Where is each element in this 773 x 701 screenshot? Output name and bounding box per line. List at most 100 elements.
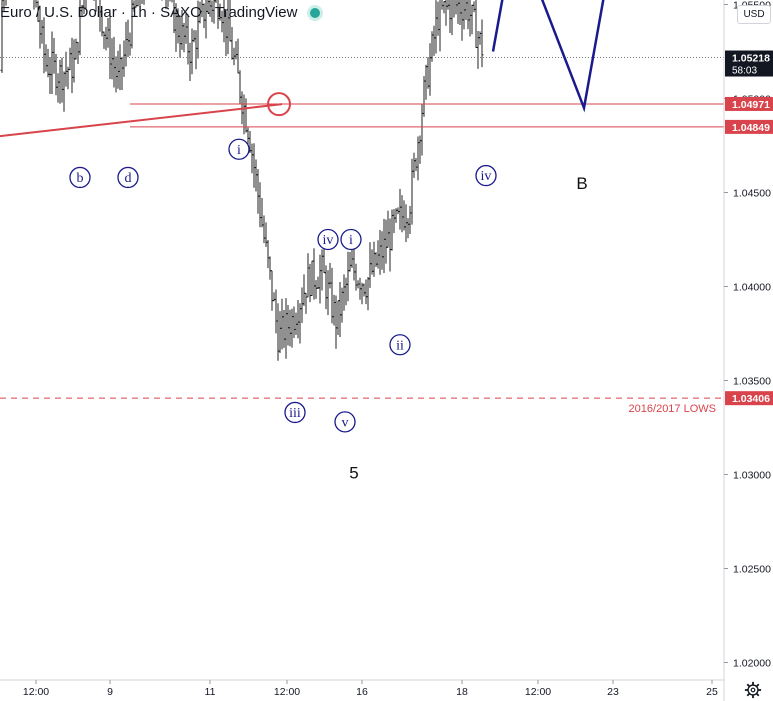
ohlc-bar	[324, 265, 328, 310]
ohlc-bar	[352, 249, 356, 281]
time-tick-label: 23	[607, 686, 619, 698]
ohlc-bar	[118, 44, 122, 91]
ohlc-bar	[260, 198, 264, 228]
ohlc-bar	[442, 1, 446, 14]
time-tick-label: 18	[456, 686, 468, 698]
ohlc-bar	[214, 0, 217, 3]
price-tick-label: 1.04000	[733, 282, 771, 294]
ohlc-bar	[276, 303, 280, 361]
ohlc-bar	[171, 0, 173, 3]
ohlc-bar	[306, 253, 310, 298]
time-tick-label: 9	[107, 686, 113, 698]
ohlc-bar	[58, 59, 62, 104]
ohlc-bar	[382, 218, 386, 274]
wave-label-text: b	[77, 171, 84, 186]
price-bars	[0, 0, 484, 361]
ohlc-bar	[455, 0, 458, 15]
price-tick-label: 1.03000	[733, 470, 771, 482]
price-tick-label: 1.02000	[733, 658, 771, 670]
wave-label-circle	[284, 401, 306, 424]
ohlc-bar	[444, 0, 448, 26]
wave-label-circle	[475, 164, 497, 187]
wave-label-circle	[69, 166, 91, 189]
ohlc-bar	[420, 104, 424, 156]
ohlc-bar	[167, 0, 169, 7]
ohlc-bar	[182, 22, 186, 53]
ohlc-bar	[192, 30, 196, 43]
ohlc-bar	[106, 18, 110, 48]
ohlc-bar	[302, 274, 306, 306]
ohlc-bar	[234, 41, 238, 60]
ohlc-bar	[282, 309, 286, 348]
ohlc-bar	[414, 158, 418, 172]
ohlc-bar	[412, 152, 416, 178]
time-tick-label: 12:00	[525, 686, 551, 698]
ohlc-bar	[318, 254, 322, 304]
ohlc-bar	[93, 0, 95, 1]
trendline	[0, 103, 283, 138]
ohlc-bar	[476, 31, 480, 69]
ohlc-bar	[380, 231, 384, 270]
level-price-badge	[725, 119, 773, 134]
ohlc-bar	[42, 17, 46, 74]
time-tick-label: 12:00	[23, 686, 49, 698]
ohlc-bar	[194, 30, 198, 70]
ohlc-bar	[422, 76, 426, 117]
ohlc-bar	[300, 287, 304, 323]
ohlc-bar	[368, 242, 372, 288]
time-tick-label: 11	[205, 686, 216, 698]
ohlc-bar	[308, 263, 312, 303]
ohlc-bar	[336, 300, 340, 336]
chart-header: Euro / U.S. Dollar · 1h · SAXO · Trading…	[0, 4, 320, 21]
ohlc-bar	[252, 143, 256, 188]
ohlc-bar	[332, 294, 336, 326]
wave-label: b	[69, 166, 91, 189]
wave-label: v	[334, 411, 356, 433]
ohlc-bar	[50, 31, 54, 95]
ohlc-bar	[296, 300, 300, 339]
ohlc-bar	[122, 40, 126, 77]
ohlc-bar	[64, 51, 68, 87]
ohlc-bar	[378, 229, 382, 275]
ohlc-bar	[56, 73, 60, 103]
wave-label-text: i	[237, 143, 241, 158]
breakout-circle-marker	[267, 92, 291, 117]
exchange: SAXO	[160, 4, 202, 21]
ohlc-bar	[402, 200, 406, 231]
gear-icon[interactable]	[744, 681, 762, 699]
interval[interactable]: 1h	[130, 4, 147, 21]
ohlc-bar	[392, 209, 396, 234]
ohlc-bar	[372, 241, 376, 277]
ohlc-bar	[169, 0, 171, 2]
ohlc-bar	[424, 64, 428, 100]
ohlc-bar	[406, 218, 410, 239]
wave-label-text: d	[125, 171, 132, 186]
ohlc-bar	[278, 311, 282, 353]
projection-path	[491, 0, 605, 113]
ohlc-bar	[466, 0, 470, 30]
currency-button[interactable]: USD	[737, 5, 771, 24]
wave-label-text: iv	[323, 233, 334, 248]
ohlc-bar	[462, 0, 466, 30]
ohlc-bar	[400, 195, 404, 233]
ohlc-bar	[362, 283, 366, 297]
symbol-name[interactable]: Euro / U.S. Dollar	[0, 4, 117, 21]
wave-label-circle	[228, 138, 250, 160]
ohlc-bar	[448, 0, 452, 34]
price-tick-label: 1.02500	[733, 564, 771, 576]
ohlc-bar	[40, 19, 44, 44]
ohlc-bar	[344, 277, 348, 306]
ohlc-bar	[62, 71, 66, 112]
ohlc-bar	[2, 0, 5, 12]
ohlc-bar	[54, 53, 58, 96]
ohlc-bar	[95, 0, 97, 12]
ohlc-bar	[366, 276, 370, 311]
wave-label-text: iv	[481, 169, 492, 184]
wave-label-text: iii	[289, 406, 301, 421]
ohlc-bar	[342, 274, 346, 311]
wave-label-text: ii	[396, 338, 404, 353]
ohlc-bar	[468, 0, 472, 37]
countdown-label: 58:03	[732, 66, 757, 77]
